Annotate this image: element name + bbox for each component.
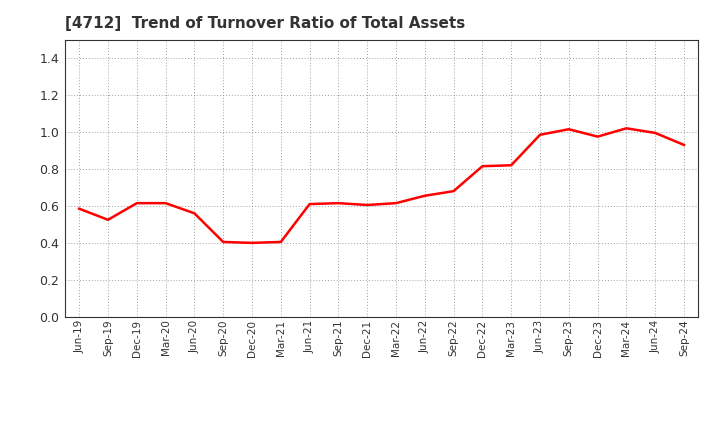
Text: [4712]  Trend of Turnover Ratio of Total Assets: [4712] Trend of Turnover Ratio of Total … [65, 16, 465, 32]
